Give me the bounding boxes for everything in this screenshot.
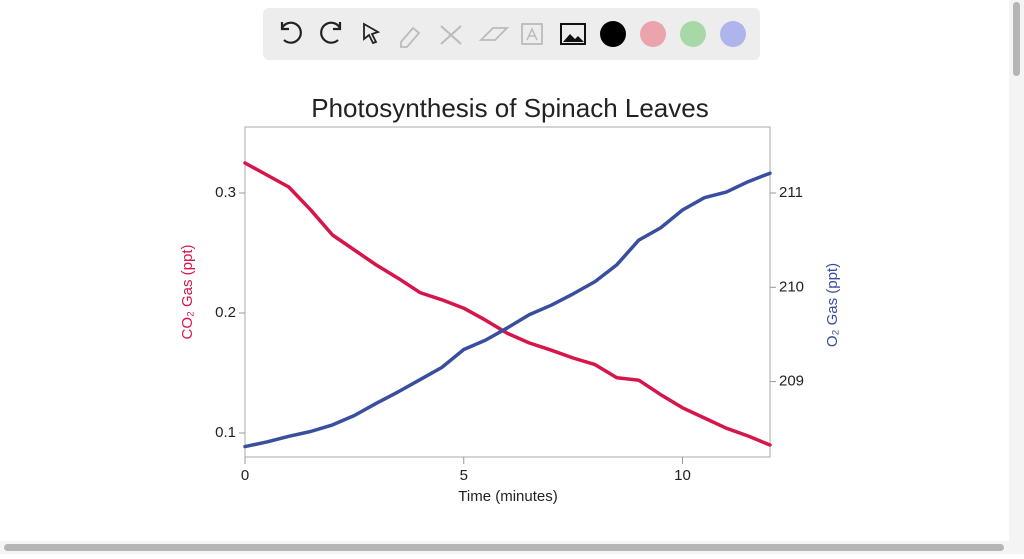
plot-frame — [244, 126, 771, 458]
data-line — [243, 171, 772, 449]
text-tool[interactable] — [521, 23, 543, 45]
undo-button[interactable] — [280, 21, 302, 44]
y2-tick-label: 211 — [779, 184, 803, 201]
x-tick-label: 5 — [460, 467, 468, 484]
redo-button[interactable] — [320, 21, 342, 44]
x-axis-label: Time (minutes) — [458, 488, 557, 505]
toolbar — [263, 8, 760, 60]
color-pink[interactable] — [640, 21, 666, 47]
pen-tool[interactable] — [400, 26, 421, 48]
color-blue[interactable] — [720, 21, 746, 47]
tools-button[interactable] — [440, 25, 462, 45]
color-black[interactable] — [600, 21, 626, 47]
y2-tick-label: 210 — [779, 278, 804, 295]
image-tool-glyph — [563, 34, 584, 42]
y-tick-label: 0.1 — [215, 424, 236, 441]
y-tick-label: 0.2 — [215, 304, 236, 321]
text-tool-glyph — [526, 27, 538, 41]
color-green[interactable] — [680, 21, 706, 47]
y-tick-label: 0.3 — [215, 184, 236, 201]
v-scroll-thumb[interactable] — [1013, 2, 1020, 76]
image-tool[interactable] — [560, 23, 586, 45]
y-axis-label: CO₂ Gas (ppt) — [179, 244, 196, 339]
v-scrollbar[interactable] — [1009, 0, 1024, 554]
y2-axis-label: O₂ Gas (ppt) — [824, 263, 841, 347]
select-tool[interactable] — [363, 22, 381, 45]
chart-title: Photosynthesis of Spinach Leaves — [311, 93, 708, 123]
x-tick-label: 10 — [674, 467, 691, 484]
data-line — [243, 161, 772, 447]
eraser-tool[interactable] — [478, 27, 510, 41]
h-scroll-thumb[interactable] — [4, 544, 1004, 551]
chart: Photosynthesis of Spinach Leaves Time (m… — [179, 93, 841, 505]
toolbar-bg — [263, 8, 760, 60]
x-tick-label: 0 — [241, 467, 249, 484]
y2-tick-label: 209 — [779, 373, 804, 390]
